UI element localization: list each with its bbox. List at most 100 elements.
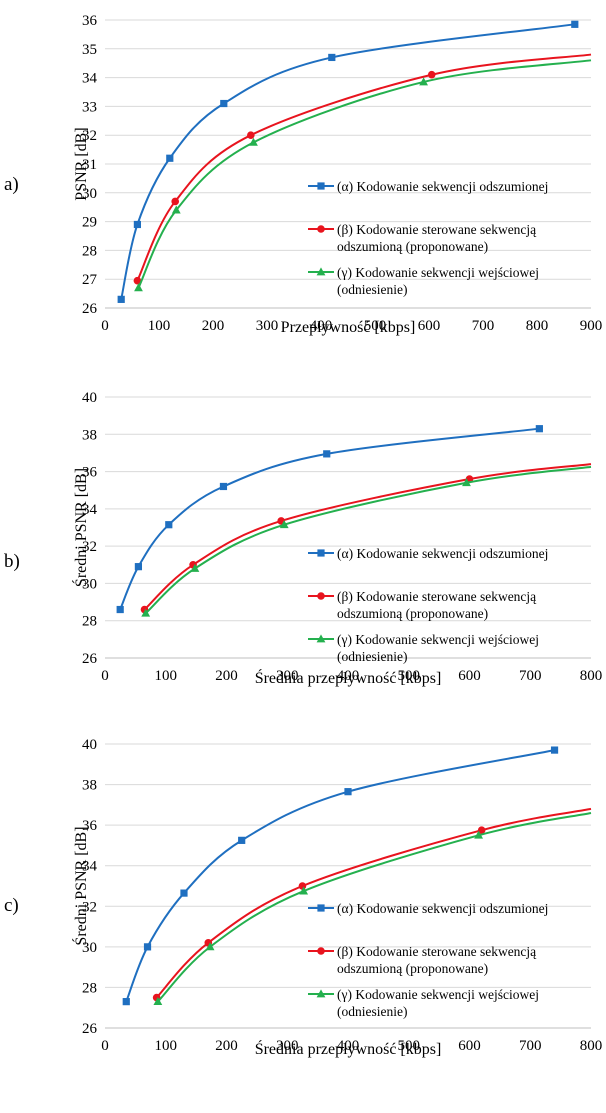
series-line (120, 23, 575, 300)
data-point (117, 295, 125, 303)
y-tick-label: 32 (82, 899, 97, 915)
x-tick-label: 300 (276, 668, 299, 684)
x-tick-label: 400 (337, 668, 360, 684)
y-tick-label: 36 (82, 465, 98, 481)
legend-label: (odniesienie) (337, 649, 407, 664)
panel-label: b) (4, 551, 20, 572)
data-point (535, 425, 543, 433)
legend-label: (γ) Kodowanie sekwencji wejściowej (337, 987, 539, 1002)
y-tick-label: 28 (82, 614, 97, 630)
x-tick-label: 700 (519, 668, 542, 684)
data-point (298, 882, 307, 890)
data-point (474, 830, 484, 839)
y-tick-label: 38 (82, 427, 97, 443)
x-tick-label: 400 (337, 1038, 360, 1054)
legend-marker (317, 592, 325, 600)
legend-label: (γ) Kodowanie sekwencji wejściowej (337, 632, 539, 647)
x-tick-label: 600 (418, 318, 441, 334)
x-tick-label: 100 (148, 318, 171, 334)
x-tick-label: 0 (101, 668, 109, 684)
data-point (238, 836, 246, 844)
x-tick-label: 700 (519, 1038, 542, 1054)
legend-label: odszumioną (proponowane) (337, 606, 488, 621)
data-point (219, 482, 228, 491)
legend-label: (β) Kodowanie sterowane sekwencją (337, 222, 537, 237)
y-tick-label: 40 (82, 390, 97, 406)
x-tick-label: 300 (276, 1038, 299, 1054)
x-tick-label: 200 (215, 668, 238, 684)
x-tick-label: 200 (202, 318, 225, 334)
x-tick-label: 800 (526, 318, 549, 334)
data-point (116, 605, 124, 614)
y-tick-label: 35 (82, 42, 97, 58)
y-tick-label: 34 (82, 502, 98, 518)
data-point (462, 478, 471, 487)
data-point (141, 608, 151, 617)
y-tick-label: 28 (82, 980, 97, 996)
legend: (α) Kodowanie sekwencji odszumionej (β) K… (308, 179, 548, 297)
series-line (145, 465, 592, 614)
series-line (137, 59, 592, 289)
data-point (165, 521, 173, 529)
x-tick-label: 800 (580, 668, 603, 684)
legend-label: (odniesienie) (337, 282, 407, 297)
legend-label: (β) Kodowanie sterowane sekwencją (337, 944, 537, 959)
data-point (153, 997, 163, 1006)
data-point (344, 788, 352, 796)
x-tick-label: 600 (458, 668, 481, 684)
legend-marker (317, 947, 325, 955)
y-tick-label: 38 (82, 778, 97, 794)
y-tick-label: 36 (82, 818, 98, 834)
legend-label: (α) Kodowanie sekwencji odszumionej (337, 179, 548, 194)
data-point (166, 154, 174, 162)
y-tick-label: 32 (82, 539, 97, 555)
data-point (133, 276, 142, 285)
data-point (419, 77, 428, 86)
x-tick-label: 100 (155, 668, 178, 684)
y-tick-label: 30 (82, 576, 97, 592)
data-point (247, 131, 255, 139)
series-beta (133, 53, 592, 285)
y-tick-label: 26 (82, 1021, 98, 1037)
legend-label: (α) Kodowanie sekwencji odszumionej (337, 546, 548, 561)
x-tick-label: 600 (458, 1038, 481, 1054)
y-tick-label: 30 (82, 186, 97, 202)
y-tick-label: 27 (82, 272, 98, 288)
x-tick-label: 200 (215, 1038, 238, 1054)
series-line (143, 463, 592, 611)
x-tick-label: 500 (398, 668, 421, 684)
y-tick-label: 26 (82, 651, 98, 667)
data-point (323, 450, 331, 458)
legend: (α) Kodowanie sekwencji odszumionej (β) K… (308, 901, 548, 1019)
legend: (α) Kodowanie sekwencji odszumionej (β) K… (308, 546, 548, 664)
x-tick-label: 500 (398, 1038, 421, 1054)
legend-marker (317, 904, 325, 912)
series-alpha (122, 746, 559, 1006)
legend-label: odszumioną (proponowane) (337, 239, 488, 254)
x-tick-label: 400 (310, 318, 333, 334)
y-tick-label: 31 (82, 157, 97, 173)
y-tick-label: 40 (82, 737, 97, 753)
y-axis-title: Średni PSNR [dB] (71, 468, 90, 587)
data-point (171, 197, 179, 206)
series-gamma (153, 811, 592, 1006)
data-point (427, 70, 436, 79)
series-line (136, 53, 592, 282)
y-axis-title: PSNR [dB] (73, 127, 90, 200)
series-gamma (134, 59, 592, 292)
y-tick-label: 36 (82, 13, 98, 29)
y-tick-label: 29 (82, 215, 97, 231)
data-point (180, 889, 188, 897)
data-point (550, 746, 559, 754)
series-line (155, 807, 592, 999)
chart-panel-1: 26 27 28 29 30 31 32 33 34 35 36 0 100 200 300 400 500 60… (4, 13, 602, 336)
legend-marker (316, 634, 326, 643)
data-point (171, 205, 181, 214)
legend-label: (β) Kodowanie sterowane sekwencją (337, 589, 537, 604)
x-tick-label: 800 (580, 1038, 603, 1054)
series-gamma (141, 465, 592, 617)
legend-marker (316, 267, 326, 276)
y-tick-label: 34 (82, 71, 98, 87)
